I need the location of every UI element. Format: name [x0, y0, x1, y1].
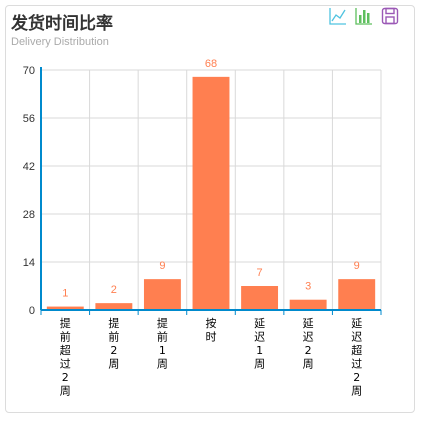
data-label: 1	[62, 288, 68, 300]
x-tick-label: 延迟 1 周	[254, 317, 265, 371]
data-label: 3	[305, 281, 311, 293]
bar-chart-icon[interactable]	[355, 7, 373, 25]
x-tick-label: 延迟 2 周	[303, 317, 314, 371]
data-label: 7	[257, 267, 263, 279]
x-tick-label: 提前 2 周	[108, 317, 119, 371]
x-tick-label: 按时	[206, 316, 217, 344]
y-tick-label: 42	[23, 161, 35, 173]
y-tick-label: 0	[29, 305, 35, 317]
y-tick-label: 28	[23, 209, 35, 221]
y-tick-label: 14	[23, 257, 35, 269]
bar	[143, 279, 181, 310]
x-tick-label: 提前超过 2 周	[60, 317, 71, 398]
chart-toolbox	[329, 7, 399, 25]
bar	[192, 76, 230, 310]
x-tick-label: 延迟超过 2 周	[351, 317, 362, 398]
bar	[241, 286, 279, 310]
data-label: 9	[354, 260, 360, 272]
data-label: 68	[205, 58, 217, 70]
save-icon[interactable]	[381, 7, 399, 25]
y-tick-label: 56	[23, 113, 35, 125]
bar	[46, 306, 84, 310]
chart-subtitle: Delivery Distribution	[11, 36, 109, 48]
bar	[289, 299, 327, 310]
chart-title: 发货时间比率	[11, 14, 113, 34]
data-label: 9	[159, 260, 165, 272]
bar	[338, 279, 376, 310]
y-tick-label: 70	[23, 65, 35, 77]
line-chart-icon[interactable]	[329, 7, 347, 25]
x-tick-label: 提前 1 周	[157, 317, 168, 371]
data-label: 2	[111, 284, 117, 296]
bar	[95, 303, 133, 310]
